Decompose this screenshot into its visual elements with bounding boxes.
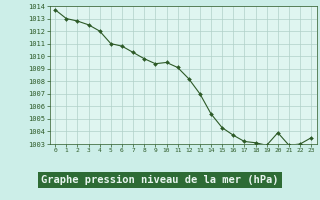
- Text: Graphe pression niveau de la mer (hPa): Graphe pression niveau de la mer (hPa): [41, 175, 279, 185]
